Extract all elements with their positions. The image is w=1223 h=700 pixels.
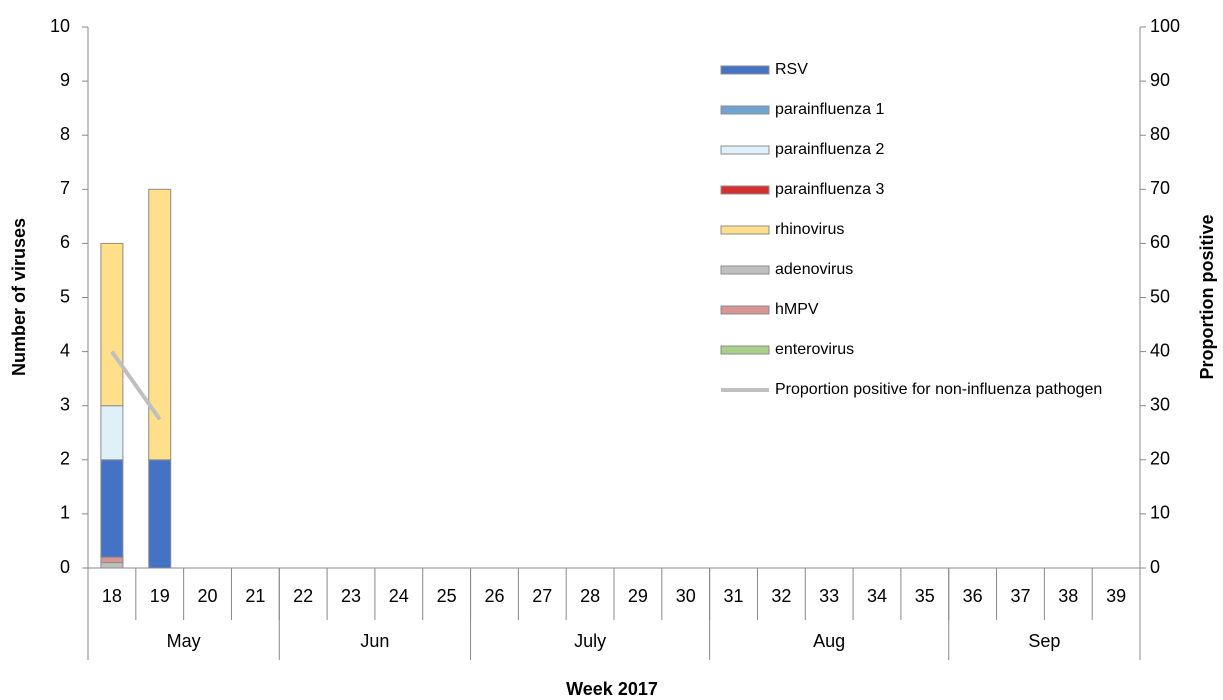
- legend-label: parainfluenza 3: [775, 181, 885, 198]
- legend-swatch: [720, 225, 770, 235]
- month-label: May: [167, 631, 201, 651]
- x-tick-label: 37: [1010, 586, 1030, 606]
- bar-segment: [100, 556, 124, 564]
- y2-tick-label: 30: [1150, 394, 1170, 414]
- x-tick-label: 18: [102, 586, 122, 606]
- legend-label: hMPV: [775, 301, 819, 318]
- y2-tick-label: 80: [1150, 124, 1170, 144]
- x-tick-label: 28: [580, 586, 600, 606]
- x-tick-label: 19: [150, 586, 170, 606]
- x-axis-title: Week 2017: [566, 679, 658, 699]
- y2-tick-label: 50: [1150, 286, 1170, 306]
- legend-label: RSV: [775, 61, 808, 78]
- bar-segment: [100, 242, 124, 407]
- x-tick-label: 36: [963, 586, 983, 606]
- x-tick-label: 30: [676, 586, 696, 606]
- y-tick-label: 6: [60, 232, 70, 252]
- bar-segment: [100, 405, 124, 461]
- y-tick-label: 5: [60, 286, 70, 306]
- bar-segment: [148, 188, 172, 461]
- x-tick-label: 24: [389, 586, 409, 606]
- y-tick-label: 0: [60, 557, 70, 577]
- x-tick-label: 25: [437, 586, 457, 606]
- legend-label: rhinovirus: [775, 221, 845, 238]
- x-tick-label: 33: [819, 586, 839, 606]
- y2-tick-label: 100: [1150, 16, 1180, 36]
- y2-tick-label: 60: [1150, 232, 1170, 252]
- legend-label: Proportion positive for non-influenza pa…: [775, 381, 1103, 398]
- legend-entry: parainfluenza 3: [775, 181, 885, 198]
- legend-entry: parainfluenza 1: [775, 101, 885, 118]
- x-tick-label: 31: [724, 586, 744, 606]
- legend-label: adenovirus: [775, 261, 854, 278]
- y2-tick-label: 90: [1150, 70, 1170, 90]
- y2-axis-title: Proportion positive: [1197, 214, 1217, 379]
- y-axis-title: Number of viruses: [9, 218, 29, 376]
- legend-swatch: [720, 185, 770, 195]
- y2-tick-label: 0: [1150, 557, 1160, 577]
- legend-label: enterovirus: [775, 341, 855, 358]
- legend-entry: adenovirus: [775, 261, 854, 278]
- month-label: Sep: [1028, 631, 1060, 651]
- legend-entry: parainfluenza 2: [775, 141, 885, 158]
- legend-label: parainfluenza 2: [775, 141, 885, 158]
- month-label: Aug: [813, 631, 845, 651]
- x-tick-label: 26: [484, 586, 504, 606]
- bar-segment: [100, 459, 124, 558]
- bar-segment: [148, 459, 172, 569]
- y2-tick-label: 10: [1150, 503, 1170, 523]
- x-tick-label: 20: [198, 586, 218, 606]
- legend-swatch: [720, 105, 770, 115]
- legend-entry: enterovirus: [775, 341, 855, 358]
- legend-swatch: [720, 145, 770, 155]
- y-tick-label: 4: [60, 340, 70, 360]
- y-tick-label: 8: [60, 124, 70, 144]
- legend-entry: hMPV: [775, 301, 819, 318]
- legend-label: parainfluenza 1: [775, 101, 885, 118]
- legend-entry: Proportion positive for non-influenza pa…: [775, 381, 1103, 398]
- y-tick-label: 9: [60, 70, 70, 90]
- x-tick-label: 32: [771, 586, 791, 606]
- x-tick-label: 22: [293, 586, 313, 606]
- x-tick-label: 21: [245, 586, 265, 606]
- x-tick-label: 29: [628, 586, 648, 606]
- y-tick-label: 3: [60, 394, 70, 414]
- y2-tick-label: 40: [1150, 340, 1170, 360]
- y2-tick-label: 20: [1150, 449, 1170, 469]
- x-tick-label: 34: [867, 586, 887, 606]
- legend-swatch: [720, 265, 770, 275]
- legend-swatch: [720, 65, 770, 75]
- legend-entry: RSV: [775, 61, 808, 78]
- x-tick-label: 38: [1058, 586, 1078, 606]
- y2-tick-label: 70: [1150, 178, 1170, 198]
- line-series: [110, 350, 162, 421]
- month-label: Jun: [360, 631, 389, 651]
- y-tick-label: 2: [60, 449, 70, 469]
- y-tick-label: 1: [60, 503, 70, 523]
- legend-swatch: [720, 345, 770, 355]
- x-tick-label: 39: [1106, 586, 1126, 606]
- x-tick-label: 27: [532, 586, 552, 606]
- y-tick-label: 7: [60, 178, 70, 198]
- y-tick-label: 10: [50, 16, 70, 36]
- legend-entry: rhinovirus: [775, 221, 845, 238]
- bar-segment: [100, 562, 124, 569]
- month-label: July: [574, 631, 606, 651]
- legend-swatch: [720, 305, 770, 315]
- x-tick-label: 35: [915, 586, 935, 606]
- x-tick-label: 23: [341, 586, 361, 606]
